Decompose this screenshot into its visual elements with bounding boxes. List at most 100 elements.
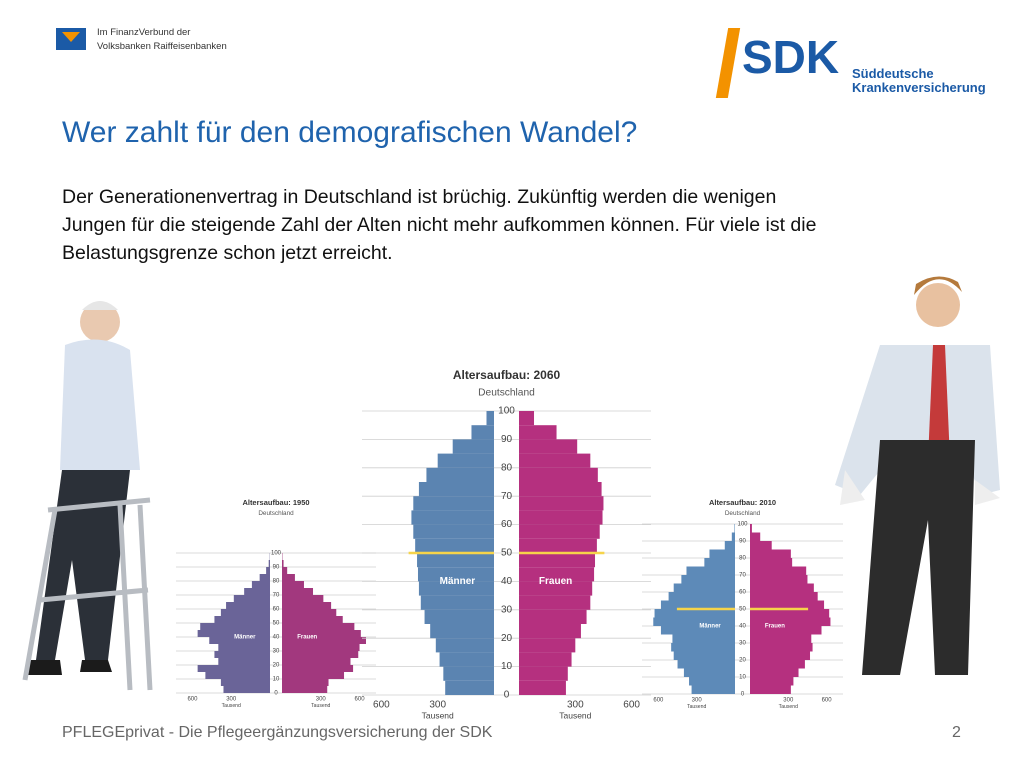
bar bbox=[282, 560, 284, 567]
chart-title: Altersaufbau: 2010 bbox=[709, 498, 776, 507]
y-tick-label: 50 bbox=[739, 607, 746, 613]
bar bbox=[750, 677, 794, 686]
bar bbox=[750, 566, 807, 575]
x-tick-label: 300 bbox=[226, 697, 237, 703]
bar bbox=[424, 609, 494, 624]
bar bbox=[750, 651, 811, 660]
bar bbox=[668, 592, 735, 601]
y-tick-label: 30 bbox=[739, 641, 746, 647]
y-tick-label: 0 bbox=[504, 690, 510, 701]
chart-subtitle: Deutschland bbox=[258, 510, 294, 517]
bar bbox=[750, 549, 791, 558]
bar bbox=[251, 581, 270, 588]
bar bbox=[750, 626, 822, 635]
x-axis-label: Tausend bbox=[779, 704, 798, 710]
bar bbox=[486, 411, 494, 426]
bar bbox=[415, 538, 494, 553]
x-tick-label: 600 bbox=[822, 698, 833, 704]
x-tick-label: 300 bbox=[316, 697, 327, 703]
bar bbox=[443, 666, 494, 681]
bar bbox=[750, 634, 812, 643]
bar bbox=[519, 666, 568, 681]
y-tick-label: 100 bbox=[271, 551, 282, 557]
partner-text: Im FinanzVerbund der bbox=[97, 27, 191, 38]
chart-subtitle: Deutschland bbox=[478, 387, 535, 398]
bar bbox=[750, 660, 805, 669]
bar bbox=[435, 638, 494, 653]
sdk-logo: SDK bbox=[742, 31, 840, 83]
x-tick-label: 300 bbox=[429, 700, 446, 711]
bar bbox=[259, 574, 270, 581]
bar bbox=[519, 425, 557, 440]
bar bbox=[691, 685, 735, 694]
bar bbox=[233, 595, 270, 602]
bar bbox=[750, 600, 825, 609]
bar bbox=[672, 634, 735, 643]
bar bbox=[750, 609, 830, 618]
bar bbox=[282, 651, 359, 658]
bar bbox=[214, 616, 270, 623]
bar bbox=[750, 617, 831, 626]
legend-label: Männer bbox=[234, 635, 256, 641]
bar bbox=[519, 581, 593, 596]
y-tick-label: 10 bbox=[273, 677, 280, 683]
bar bbox=[660, 626, 735, 635]
bar bbox=[673, 583, 735, 592]
bar bbox=[209, 637, 270, 644]
bar bbox=[660, 600, 735, 609]
bar bbox=[673, 651, 735, 660]
bar bbox=[220, 609, 270, 616]
y-tick-label: 0 bbox=[274, 691, 278, 697]
bar bbox=[282, 658, 351, 665]
bar bbox=[282, 679, 329, 686]
x-axis-label: Tausend bbox=[422, 710, 454, 720]
x-tick-label: 300 bbox=[692, 698, 703, 704]
body-text: Der Generationenvertrag in Deutschland i… bbox=[62, 186, 777, 208]
x-tick-label: 600 bbox=[187, 697, 198, 703]
bar bbox=[519, 524, 600, 539]
bar bbox=[417, 567, 494, 582]
y-tick-label: 90 bbox=[739, 539, 746, 545]
bar bbox=[420, 595, 494, 610]
bar bbox=[519, 496, 604, 511]
bar bbox=[519, 567, 595, 582]
legend-label: Männer bbox=[699, 624, 721, 630]
bar bbox=[734, 524, 735, 533]
y-tick-label: 70 bbox=[273, 593, 280, 599]
sdk-subtitle: Krankenversicherung bbox=[852, 80, 986, 95]
footer-text: PFLEGEprivat - Die Pflegeergänzungsversi… bbox=[62, 724, 493, 741]
bar bbox=[282, 595, 324, 602]
x-tick-label: 600 bbox=[373, 700, 390, 711]
bar bbox=[731, 532, 735, 541]
bar bbox=[750, 532, 761, 541]
bar bbox=[266, 567, 270, 574]
y-tick-label: 0 bbox=[741, 692, 745, 698]
bar bbox=[418, 581, 494, 596]
y-tick-label: 60 bbox=[273, 607, 280, 613]
bar bbox=[197, 630, 270, 637]
bar bbox=[226, 602, 270, 609]
y-tick-label: 90 bbox=[273, 565, 280, 571]
x-tick-label: 600 bbox=[653, 698, 664, 704]
bar bbox=[282, 637, 366, 644]
bar bbox=[683, 668, 735, 677]
y-tick-label: 50 bbox=[501, 548, 513, 559]
chart-subtitle: Deutschland bbox=[725, 510, 761, 517]
x-tick-label: 600 bbox=[623, 700, 640, 711]
x-axis-label: Tausend bbox=[687, 704, 706, 710]
body-text: Jungen für die steigende Zahl der Alten … bbox=[62, 214, 817, 236]
legend-label: Männer bbox=[440, 576, 476, 587]
y-tick-label: 60 bbox=[501, 519, 513, 530]
bar bbox=[282, 665, 354, 672]
legend-label: Frauen bbox=[297, 635, 317, 641]
bar bbox=[519, 652, 572, 667]
bar bbox=[439, 652, 494, 667]
bar bbox=[413, 496, 494, 511]
x-tick-label: 300 bbox=[783, 698, 794, 704]
bar bbox=[750, 643, 813, 652]
x-axis-label: Tausend bbox=[311, 703, 330, 709]
old-man-photo bbox=[22, 301, 153, 691]
bar bbox=[519, 624, 581, 639]
page-number: 2 bbox=[952, 724, 961, 741]
